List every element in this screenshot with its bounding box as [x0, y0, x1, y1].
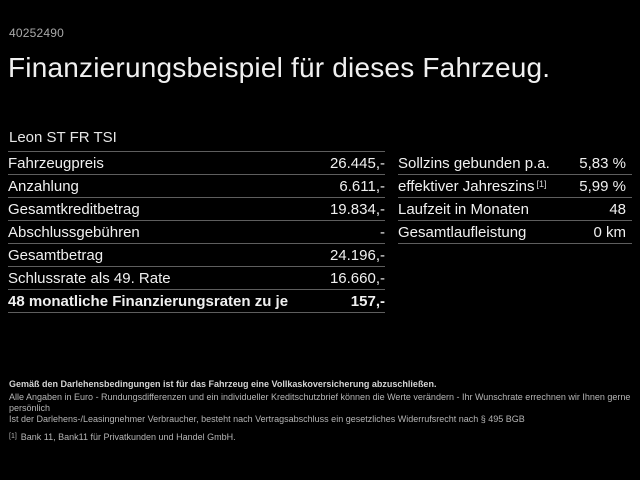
conditions-row-effektiver-jahreszins: effektiver Jahreszins [1] 5,99 %	[398, 175, 632, 198]
vehicle-id: 40252490	[9, 26, 64, 40]
finance-row-fahrzeugpreis: Fahrzeugpreis 26.445,-	[8, 152, 385, 175]
finance-row-schlussrate: Schlussrate als 49. Rate 16.660,-	[8, 267, 385, 290]
finance-row-abschlussgebuehren: Abschlussgebühren -	[8, 221, 385, 244]
insurance-note: Gemäß den Darlehensbedingungen ist für d…	[9, 379, 437, 389]
disclaimer-line-2: Ist der Darlehens-/Leasingnehmer Verbrau…	[9, 414, 525, 424]
finance-row-label: Gesamtbetrag	[8, 246, 104, 264]
conditions-row-value: 5,99 %	[579, 177, 626, 195]
finance-row-label: Abschlussgebühren	[8, 223, 140, 241]
vehicle-model: Leon ST FR TSI	[9, 129, 117, 146]
conditions-row-gesamtlaufleistung: Gesamtlaufleistung 0 km	[398, 221, 632, 244]
legal-footer: Gemäß den Darlehensbedingungen ist für d…	[9, 379, 633, 443]
page-title: Finanzierungsbeispiel für dieses Fahrzeu…	[8, 52, 551, 83]
conditions-row-value: 5,83 %	[579, 154, 626, 172]
finance-row-value: 19.834,-	[329, 200, 385, 218]
conditions-row-label: Gesamtlaufleistung	[398, 223, 527, 241]
finance-row-value: 26.445,-	[329, 154, 385, 172]
conditions-row-label: effektiver Jahreszins [1]	[398, 177, 547, 195]
finance-row-value: -	[380, 223, 385, 241]
conditions-row-label: Sollzins gebunden p.a.	[398, 154, 550, 172]
finance-row-label: Gesamtkreditbetrag	[8, 200, 140, 218]
conditions-row-laufzeit: Laufzeit in Monaten 48	[398, 198, 632, 221]
finance-table: Fahrzeugpreis 26.445,- Anzahlung 6.611,-…	[8, 151, 385, 313]
finance-row-value: 16.660,-	[329, 269, 385, 287]
conditions-table: Sollzins gebunden p.a. 5,83 % effektiver…	[398, 152, 632, 244]
footnote-ref: [1]	[536, 178, 547, 189]
conditions-row-label: Laufzeit in Monaten	[398, 200, 529, 218]
finance-row-gesamtbetrag: Gesamtbetrag 24.196,-	[8, 244, 385, 267]
footnote-marker: [1]	[9, 433, 17, 440]
finance-row-label: Anzahlung	[8, 177, 79, 195]
footnote-text: Bank 11, Bank11 für Privatkunden und Han…	[20, 432, 236, 442]
bank-footnote: [1] Bank 11, Bank11 für Privatkunden und …	[9, 431, 633, 443]
finance-row-value: 24.196,-	[329, 246, 385, 264]
finance-row-label: 48 monatliche Finanzierungsraten zu je	[8, 292, 289, 310]
finance-row-label: Schlussrate als 49. Rate	[8, 269, 171, 287]
conditions-row-value: 48	[609, 200, 626, 218]
disclaimer-line-1: Alle Angaben in Euro - Rundungsdifferenz…	[9, 392, 631, 413]
finance-row-label: Fahrzeugpreis	[8, 154, 104, 172]
conditions-row-value: 0 km	[593, 223, 626, 241]
finance-row-value: 6.611,-	[339, 177, 385, 195]
finance-row-gesamtkreditbetrag: Gesamtkreditbetrag 19.834,-	[8, 198, 385, 221]
conditions-row-sollzins: Sollzins gebunden p.a. 5,83 %	[398, 152, 632, 175]
finance-row-anzahlung: Anzahlung 6.611,-	[8, 175, 385, 198]
finance-row-value: 157,-	[350, 292, 385, 310]
finance-row-monthly-rate: 48 monatliche Finanzierungsraten zu je 1…	[8, 290, 385, 313]
